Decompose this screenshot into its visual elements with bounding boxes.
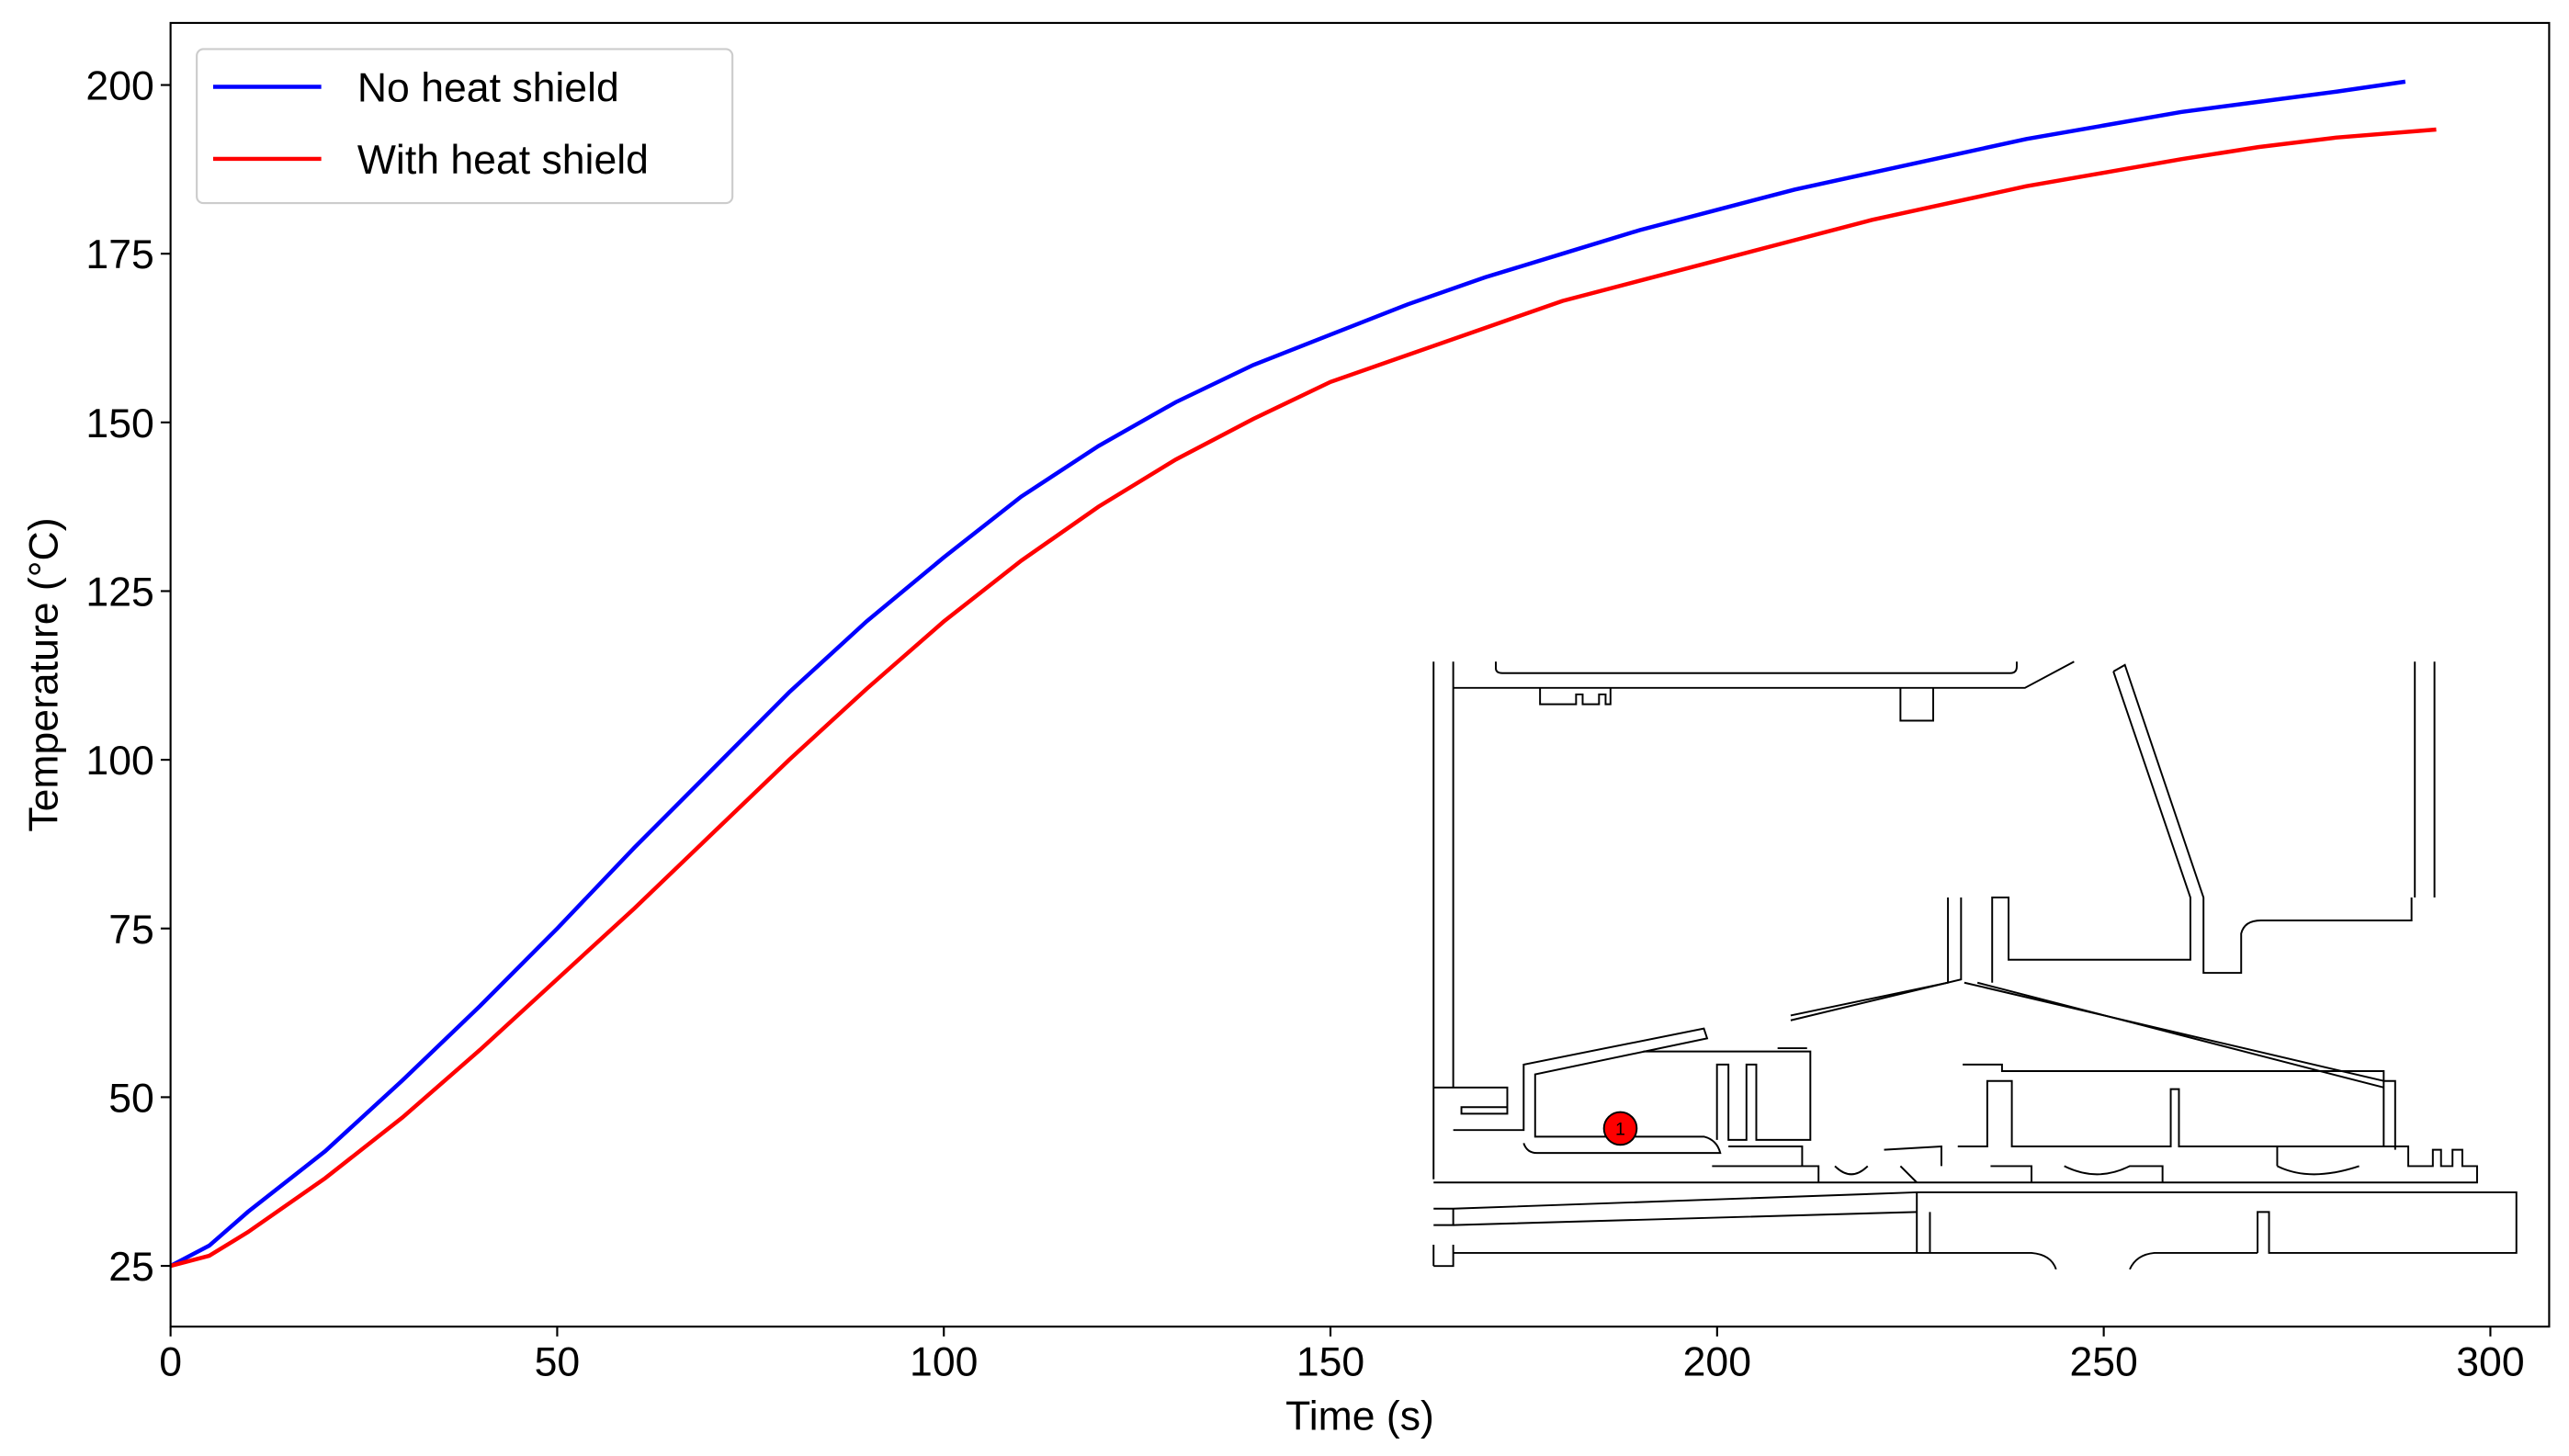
y-tick-label: 100 (85, 739, 153, 784)
x-tick-label: 100 (910, 1340, 978, 1385)
y-tick-label: 200 (85, 64, 153, 109)
y-tick-label: 25 (108, 1245, 154, 1290)
y-axis-label: Temperature (°C) (22, 517, 67, 831)
legend-box (196, 48, 734, 205)
data-line (170, 127, 2437, 1269)
sensor-label: 1 (1615, 1120, 1625, 1140)
x-axis-label: Time (s) (1285, 1394, 1434, 1439)
axes-frame (169, 21, 2551, 1328)
y-tick-label: 125 (85, 570, 153, 615)
y-tick-label: 50 (108, 1076, 154, 1121)
sensor-marker (1602, 1111, 1638, 1146)
y-tick-label: 75 (108, 908, 154, 953)
legend-label: With heat shield (357, 138, 649, 183)
y-tick-label: 150 (85, 401, 153, 446)
plot-area: 0 50 100 150 200 250 300 25 50 75 100 125 150 175 200 (85, 64, 2524, 1385)
x-tick-label: 300 (2456, 1340, 2524, 1385)
x-tick-label: 50 (535, 1340, 581, 1385)
x-tick-label: 0 (159, 1340, 182, 1385)
y-tick-label: 175 (85, 232, 153, 277)
x-tick-label: 200 (1683, 1340, 1751, 1385)
data-line (169, 79, 2406, 1269)
legend-label: No heat shield (357, 66, 619, 111)
cross-section-diagram: 1 (1432, 660, 2518, 1270)
x-tick-label: 250 (2069, 1340, 2137, 1385)
x-tick-label: 150 (1296, 1340, 1364, 1385)
legend: No heat shield With heat shield (196, 48, 734, 205)
